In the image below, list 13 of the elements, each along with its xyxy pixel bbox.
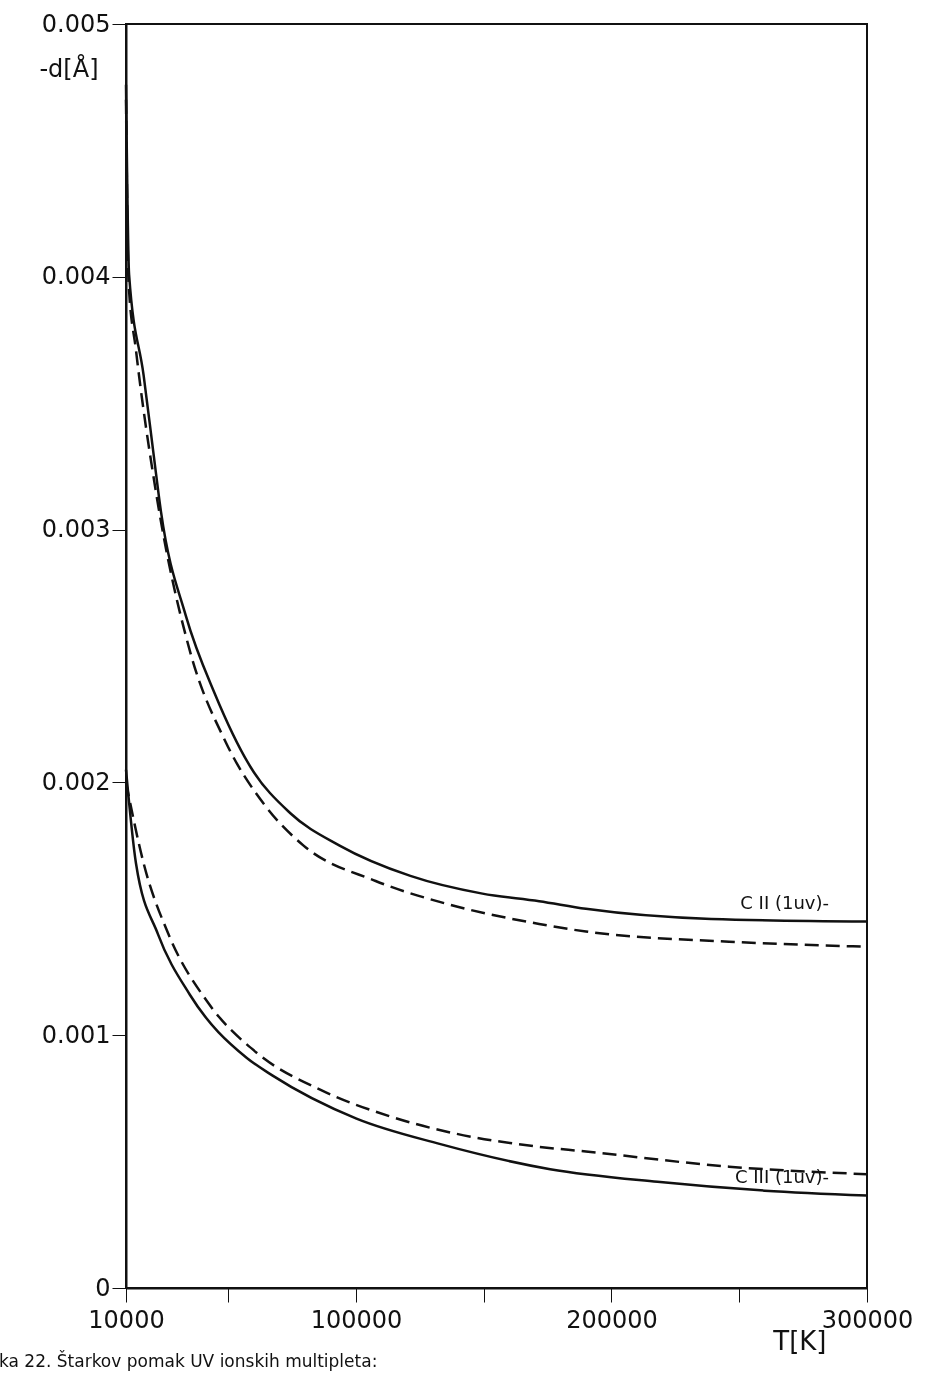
- text: ka 22. Štarkov pomak UV ionskih multipleta:: [0, 1350, 378, 1371]
- series-label: C III (1uv)-: [735, 1166, 829, 1188]
- x-tick-label: 100000: [310, 1305, 403, 1334]
- y-tick-label: 0.001: [41, 1020, 111, 1049]
- series-label: C II (1uv)-: [740, 892, 829, 914]
- x-tick-label: 10000: [88, 1305, 165, 1334]
- y-axis-title: -d[Å]: [39, 53, 99, 83]
- x-tick-label: 200000: [566, 1305, 658, 1334]
- y-tick-label: 0.005: [41, 9, 111, 38]
- y-tick-label: 0.004: [41, 262, 111, 291]
- y-tick-label: 0.003: [41, 515, 111, 544]
- y-tick-label: 0: [95, 1273, 111, 1302]
- y-tick-label: 0.002: [41, 767, 111, 796]
